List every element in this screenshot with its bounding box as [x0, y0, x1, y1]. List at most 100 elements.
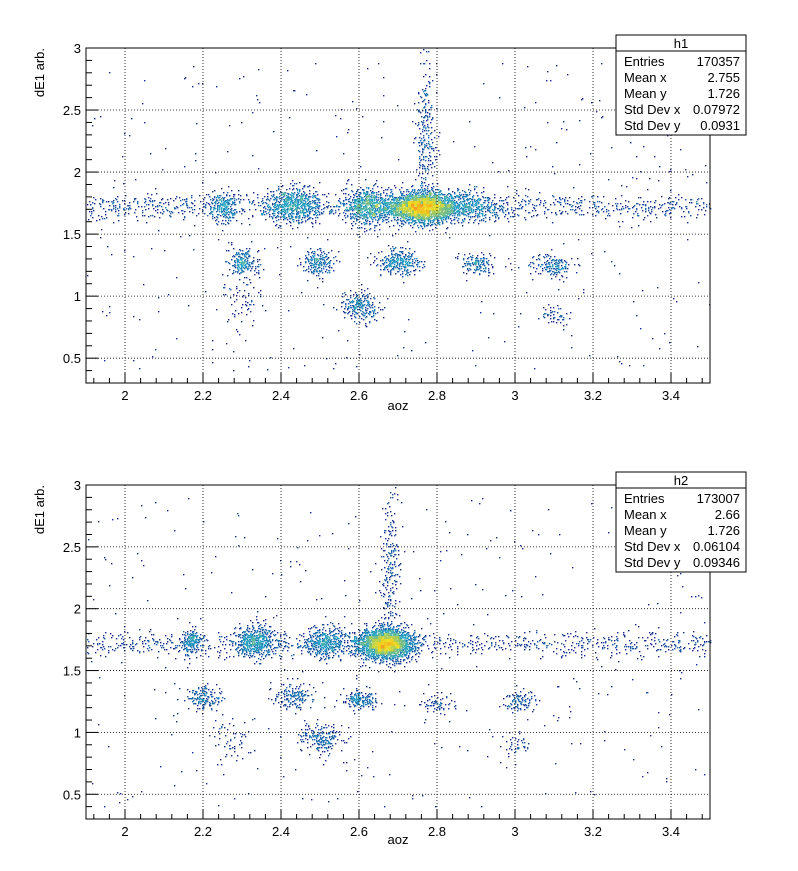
data-point — [650, 201, 652, 203]
data-point — [423, 149, 425, 151]
data-point — [466, 261, 468, 263]
data-point — [546, 80, 548, 82]
data-point — [681, 197, 683, 199]
data-point — [438, 197, 440, 199]
data-point — [227, 209, 229, 211]
data-point — [422, 122, 424, 124]
data-point — [414, 192, 416, 194]
data-point — [326, 196, 328, 198]
data-point — [423, 224, 425, 226]
data-point — [479, 216, 481, 218]
data-point — [378, 218, 380, 220]
data-point — [235, 254, 237, 256]
data-point — [447, 216, 449, 218]
data-point — [299, 258, 301, 260]
data-point — [444, 202, 446, 204]
data-point — [553, 268, 555, 270]
data-point — [321, 258, 323, 260]
data-point — [643, 146, 645, 148]
data-point — [452, 200, 454, 202]
data-point — [428, 130, 430, 132]
data-point — [389, 261, 391, 263]
data-point — [166, 209, 168, 211]
data-point — [622, 206, 624, 208]
data-point — [633, 301, 635, 303]
data-point — [194, 200, 196, 202]
data-point — [476, 257, 478, 259]
data-point — [458, 210, 460, 212]
data-point — [575, 212, 577, 214]
data-point — [678, 194, 680, 196]
data-point — [596, 111, 598, 113]
data-point — [369, 314, 371, 316]
data-point — [490, 255, 492, 257]
data-point — [227, 201, 229, 203]
data-point — [443, 200, 445, 202]
data-point — [359, 354, 361, 356]
data-point — [144, 215, 146, 217]
data-point — [616, 208, 618, 210]
data-point — [231, 212, 233, 214]
data-point — [276, 216, 278, 218]
data-point — [369, 312, 371, 314]
data-point — [443, 216, 445, 218]
data-point — [405, 255, 407, 257]
data-point — [351, 207, 353, 209]
data-point — [608, 210, 610, 212]
data-point — [441, 197, 443, 199]
data-point — [291, 198, 293, 200]
data-point — [687, 239, 689, 241]
data-point — [227, 275, 229, 277]
data-point — [557, 319, 559, 321]
data-point — [302, 188, 304, 190]
data-point — [519, 208, 521, 210]
data-point — [484, 206, 486, 208]
data-point — [304, 203, 306, 205]
data-point — [456, 202, 458, 204]
data-point — [405, 262, 407, 264]
data-point — [241, 223, 243, 225]
data-point — [396, 259, 398, 261]
data-point — [494, 214, 496, 216]
data-point — [280, 217, 282, 219]
data-point — [389, 263, 391, 265]
data-point — [438, 150, 440, 152]
data-point — [377, 200, 379, 202]
data-point — [578, 206, 580, 208]
data-point — [162, 213, 164, 215]
data-point — [281, 192, 283, 194]
data-point — [323, 304, 325, 306]
data-point — [222, 230, 224, 232]
data-point — [261, 214, 263, 216]
data-point — [352, 101, 354, 103]
data-point — [236, 295, 238, 297]
data-point — [483, 268, 485, 270]
data-point — [282, 185, 284, 187]
data-point — [298, 220, 300, 222]
data-point — [536, 259, 538, 261]
data-point — [252, 201, 254, 203]
data-point — [442, 222, 444, 224]
data-point — [198, 83, 200, 85]
data-point — [365, 179, 367, 181]
data-point — [163, 211, 165, 213]
data-point — [374, 210, 376, 212]
data-point — [422, 89, 424, 91]
data-point — [276, 224, 278, 226]
data-point — [658, 180, 660, 182]
data-point — [372, 210, 374, 212]
data-point — [232, 273, 234, 275]
data-point — [220, 215, 222, 217]
data-point — [458, 213, 460, 215]
data-point — [450, 194, 452, 196]
data-point — [591, 102, 593, 104]
data-point — [262, 200, 264, 202]
data-point — [554, 204, 556, 206]
data-point — [364, 313, 366, 315]
data-point — [494, 209, 496, 211]
data-point — [284, 203, 286, 205]
data-point — [527, 196, 529, 198]
data-point — [363, 199, 365, 201]
data-point — [469, 212, 471, 214]
data-point — [226, 202, 228, 204]
